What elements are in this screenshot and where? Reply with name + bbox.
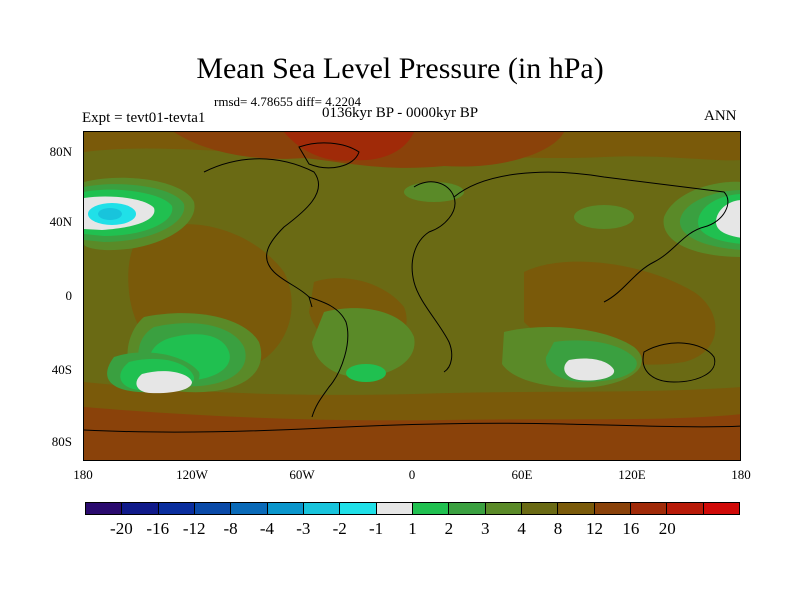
lat-label-80n: 80N bbox=[49, 144, 72, 159]
colorbar-label: -4 bbox=[259, 519, 275, 538]
colorbar-cell bbox=[594, 503, 631, 514]
colorbar-label: -8 bbox=[223, 519, 238, 538]
colorbar bbox=[85, 502, 740, 515]
coast-australia bbox=[642, 342, 716, 383]
colorbar-label: 12 bbox=[585, 519, 603, 538]
coast-greenland bbox=[298, 142, 360, 169]
colorbar-cell bbox=[412, 503, 450, 514]
colorbar-label: 3 bbox=[481, 519, 490, 538]
experiment-label: Expt = tevt01-tevta1 bbox=[82, 110, 206, 126]
colorbar-label: 20 bbox=[658, 519, 676, 538]
colorbar-cell bbox=[122, 503, 159, 514]
lon-label-0: 0 bbox=[408, 467, 416, 482]
colorbar-cell bbox=[340, 503, 377, 514]
lon-label-60e: 60E bbox=[511, 467, 533, 482]
season-label: ANN bbox=[704, 108, 737, 124]
mid-patch-europe bbox=[404, 182, 464, 202]
colorbar-label: -3 bbox=[296, 519, 311, 538]
map-canvas bbox=[84, 132, 740, 460]
lon-label-120e: 120E bbox=[618, 467, 646, 482]
colorbar-label: 16 bbox=[622, 519, 640, 538]
colorbar-label: -12 bbox=[182, 519, 206, 538]
white-region-south-pacific bbox=[136, 371, 192, 394]
lat-label-0: 0 bbox=[65, 288, 73, 303]
lat-label-80s: 80S bbox=[51, 434, 72, 449]
colorbar-cell bbox=[231, 503, 268, 514]
coast-antarctica bbox=[84, 422, 740, 433]
colorbar-cell bbox=[703, 503, 739, 514]
colorbar-cell bbox=[86, 503, 123, 514]
page-title: Mean Sea Level Pressure (in hPa) bbox=[196, 52, 604, 85]
period-label: 0136kyr BP - 0000kyr BP bbox=[322, 105, 479, 121]
colorbar-cell bbox=[376, 503, 413, 514]
hot-region-greenland bbox=[284, 132, 414, 161]
colorbar-label: 1 bbox=[408, 519, 417, 538]
stats-label: rmsd= 4.78655 diff= 4.2204 bbox=[214, 94, 361, 109]
lon-label-180e: 180 bbox=[731, 467, 751, 482]
colorbar-label: -1 bbox=[369, 519, 384, 538]
colorbar-label: -16 bbox=[146, 519, 170, 538]
teal-core-north-pacific-w bbox=[98, 208, 122, 220]
coast-south-america bbox=[308, 296, 349, 418]
colorbar-label: 4 bbox=[517, 519, 526, 538]
coast-asia bbox=[453, 171, 729, 303]
colorbar-label: 8 bbox=[553, 519, 563, 538]
colorbar-cell bbox=[521, 503, 559, 514]
colorbar-cell bbox=[558, 503, 595, 514]
colorbar-label: -2 bbox=[332, 519, 347, 538]
lat-label-40s: 40S bbox=[51, 362, 72, 377]
pressure-map bbox=[83, 131, 741, 461]
colorbar-cell bbox=[267, 503, 304, 514]
lon-label-180w: 180 bbox=[73, 467, 93, 482]
coastlines bbox=[84, 142, 740, 433]
colorbar-cell bbox=[303, 503, 341, 514]
lon-label-120w: 120W bbox=[176, 467, 208, 482]
mid-patch-asia bbox=[574, 205, 634, 229]
coast-europe-africa bbox=[411, 181, 456, 373]
warmer-band-antarctic bbox=[84, 407, 740, 460]
white-region-indian-ocean bbox=[564, 358, 615, 381]
colorbar-label: -20 bbox=[110, 519, 133, 538]
colorbar-cell bbox=[667, 503, 704, 514]
mid-region-south-atlantic bbox=[312, 308, 415, 377]
colorbar-label: 2 bbox=[444, 519, 454, 538]
colorbar-cell bbox=[194, 503, 232, 514]
colorbar-cell bbox=[449, 503, 486, 514]
colorbar-cell bbox=[158, 503, 195, 514]
colorbar-cell bbox=[485, 503, 522, 514]
white-region-north-pacific-e bbox=[716, 200, 740, 238]
lon-label-60w: 60W bbox=[289, 467, 315, 482]
coast-north-america bbox=[203, 158, 320, 308]
bright-patch-south-atlantic bbox=[346, 364, 386, 382]
lat-label-40n: 40N bbox=[49, 214, 72, 229]
colorbar-cell bbox=[630, 503, 668, 514]
